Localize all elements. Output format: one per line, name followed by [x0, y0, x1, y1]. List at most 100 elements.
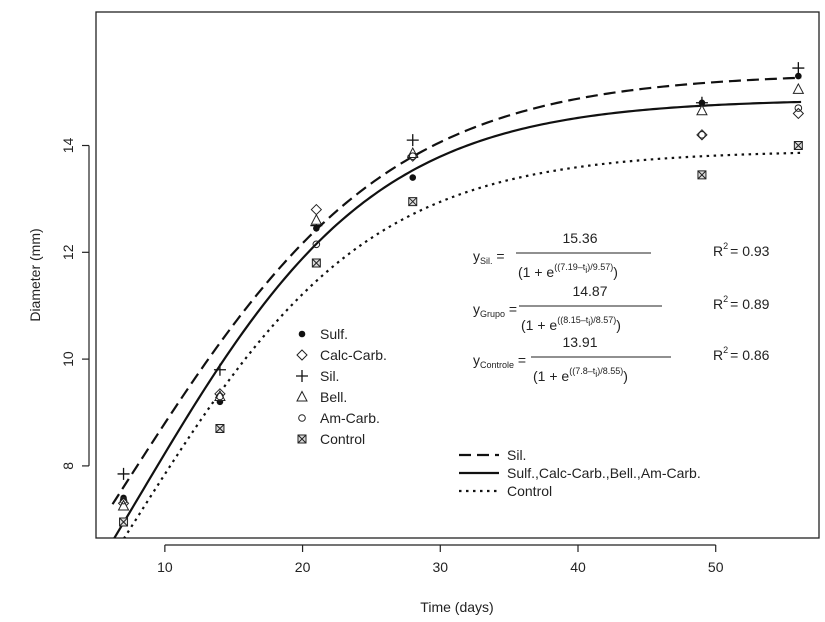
eq-r2-value: = 0.93 [730, 243, 770, 259]
point-boxed-x [311, 258, 321, 268]
legend-label: Calc-Carb. [320, 347, 387, 363]
eq-r2-sup: 2 [723, 345, 728, 355]
point-boxed-x [793, 141, 803, 151]
eq-r2-value: = 0.86 [730, 347, 770, 363]
x-tick-label: 50 [708, 559, 724, 575]
point-open-circle [794, 104, 803, 112]
point-open-circle [698, 131, 706, 139]
legend-marker-diamond [296, 349, 308, 361]
plot-frame [95, 11, 820, 539]
x-tick-label: 40 [570, 559, 586, 575]
eq-exponent-sub: i [595, 369, 597, 379]
point-open-circle [408, 152, 417, 160]
legend-marker-open-circle [298, 414, 306, 422]
point-boxed-x [408, 197, 418, 207]
eq-lhs: yControle = [473, 352, 526, 370]
point-triangle [117, 499, 130, 511]
legend-label: Am-Carb. [320, 410, 380, 426]
legend-marker-triangle [296, 390, 308, 402]
equation-1: ySil. = 15.36 (1 + e((7.19–ti)/9.57)) R2 = 0… [473, 230, 770, 280]
legend-label: Control [320, 431, 365, 447]
eq-equals: = [493, 248, 505, 264]
eq-numerator: 15.36 [562, 230, 597, 246]
y-axis-title: Diameter (mm) [27, 228, 43, 321]
point-boxed-x [697, 170, 707, 180]
eq-exponent-rest: )/8.57) [590, 315, 616, 325]
y-tick-label: 8 [60, 462, 76, 470]
eq-denominator-suffix: ) [623, 368, 628, 384]
x-tick-label: 10 [157, 559, 173, 575]
eq-subscript: Sil. [480, 256, 493, 266]
eq-exponent: ((8.15–t [557, 315, 589, 325]
eq-r2-value: = 0.89 [730, 296, 770, 312]
eq-exponent: ((7.19–t [554, 262, 586, 272]
eq-denominator-prefix: (1 + e [533, 368, 569, 384]
x-tick-label: 30 [432, 559, 448, 575]
eq-denominator-prefix: (1 + e [518, 264, 554, 280]
eq-equals: = [505, 301, 517, 317]
point-triangle [310, 213, 323, 225]
point-triangle [792, 82, 805, 94]
legend-line-label: Sil. [507, 447, 526, 463]
point-diamond [310, 203, 323, 216]
eq-denominator: (1 + e((8.15–ti)/8.57)) [521, 315, 621, 333]
point-filled-circle [409, 174, 417, 181]
fitted-curves [111, 76, 802, 538]
axes: 10 20 30 40 50 8 10 12 14 [60, 138, 724, 575]
eq-equals: = [514, 352, 526, 368]
eq-denominator-suffix: ) [616, 317, 621, 333]
legend-marker-boxed-x [297, 434, 307, 444]
point-filled-circle [795, 72, 802, 80]
eq-denominator-prefix: (1 + e [521, 317, 557, 333]
point-open-circle [312, 240, 321, 249]
y-tick-label: 10 [60, 351, 76, 367]
curve-solid [113, 100, 802, 538]
eq-exponent-sub: i [588, 318, 590, 328]
point-triangle [696, 104, 708, 116]
point-diamond [792, 107, 805, 120]
legend-marker-filled-circle [298, 330, 306, 338]
x-tick-label: 20 [295, 559, 311, 575]
eq-subscript: Grupo [480, 309, 505, 319]
eq-exponent: ((7.8–t [569, 366, 596, 376]
eq-r2: R2 = 0.86 [713, 345, 770, 363]
equation-2: yGrupo = 14.87 (1 + e((8.15–ti)/8.57)) R2 = … [473, 283, 770, 333]
point-open-circle [216, 392, 224, 401]
equation-3: yControle = 13.91 (1 + e((7.8–ti)/8.55)) R2… [473, 334, 770, 384]
eq-numerator: 14.87 [572, 283, 607, 299]
point-boxed-x [215, 424, 225, 434]
line-legend: Sil. Sulf.,Calc-Carb.,Bell.,Am-Carb. Contr… [459, 447, 701, 499]
eq-r2-sup: 2 [723, 241, 728, 251]
point-plus [406, 134, 419, 147]
eq-exponent-sub: i [585, 265, 587, 275]
point-plus [117, 467, 130, 480]
legend-label: Sil. [320, 368, 339, 384]
point-open-circle [119, 496, 128, 505]
equations-block: ySil. =15.36(1 + e((7.19–ti)/9.57))R2 = 0… [473, 230, 770, 384]
point-plus [792, 62, 805, 75]
eq-denominator-suffix: ) [613, 264, 618, 280]
point-boxed-x [119, 517, 129, 527]
curve-dotted [122, 151, 802, 538]
eq-lhs: ySil. = [473, 248, 505, 266]
marker-legend: Sulf. Calc-Carb. Sil. Bell. Am-Carb. Control [296, 326, 387, 447]
eq-exponent-rest: )/9.57) [587, 262, 613, 272]
eq-numerator: 13.91 [562, 334, 597, 350]
eq-r2-sup: 2 [723, 294, 728, 304]
legend-line-label: Control [507, 483, 552, 499]
y-tick-label: 14 [60, 138, 76, 154]
legend-marker-plus [296, 370, 308, 382]
legend-label: Bell. [320, 389, 347, 405]
eq-r2: R2 = 0.89 [713, 294, 770, 312]
eq-r2: R2 = 0.93 [713, 241, 770, 259]
eq-denominator: (1 + e((7.8–ti)/8.55)) [533, 366, 628, 384]
x-axis-title: Time (days) [420, 599, 493, 615]
eq-exponent-rest: )/8.55) [597, 366, 623, 376]
legend-label: Sulf. [320, 326, 348, 342]
legend-line-label: Sulf.,Calc-Carb.,Bell.,Am-Carb. [507, 465, 701, 481]
y-tick-label: 12 [60, 244, 76, 260]
curve-dashed [111, 76, 802, 505]
point-plus [213, 363, 226, 376]
eq-subscript: Controle [480, 360, 514, 370]
